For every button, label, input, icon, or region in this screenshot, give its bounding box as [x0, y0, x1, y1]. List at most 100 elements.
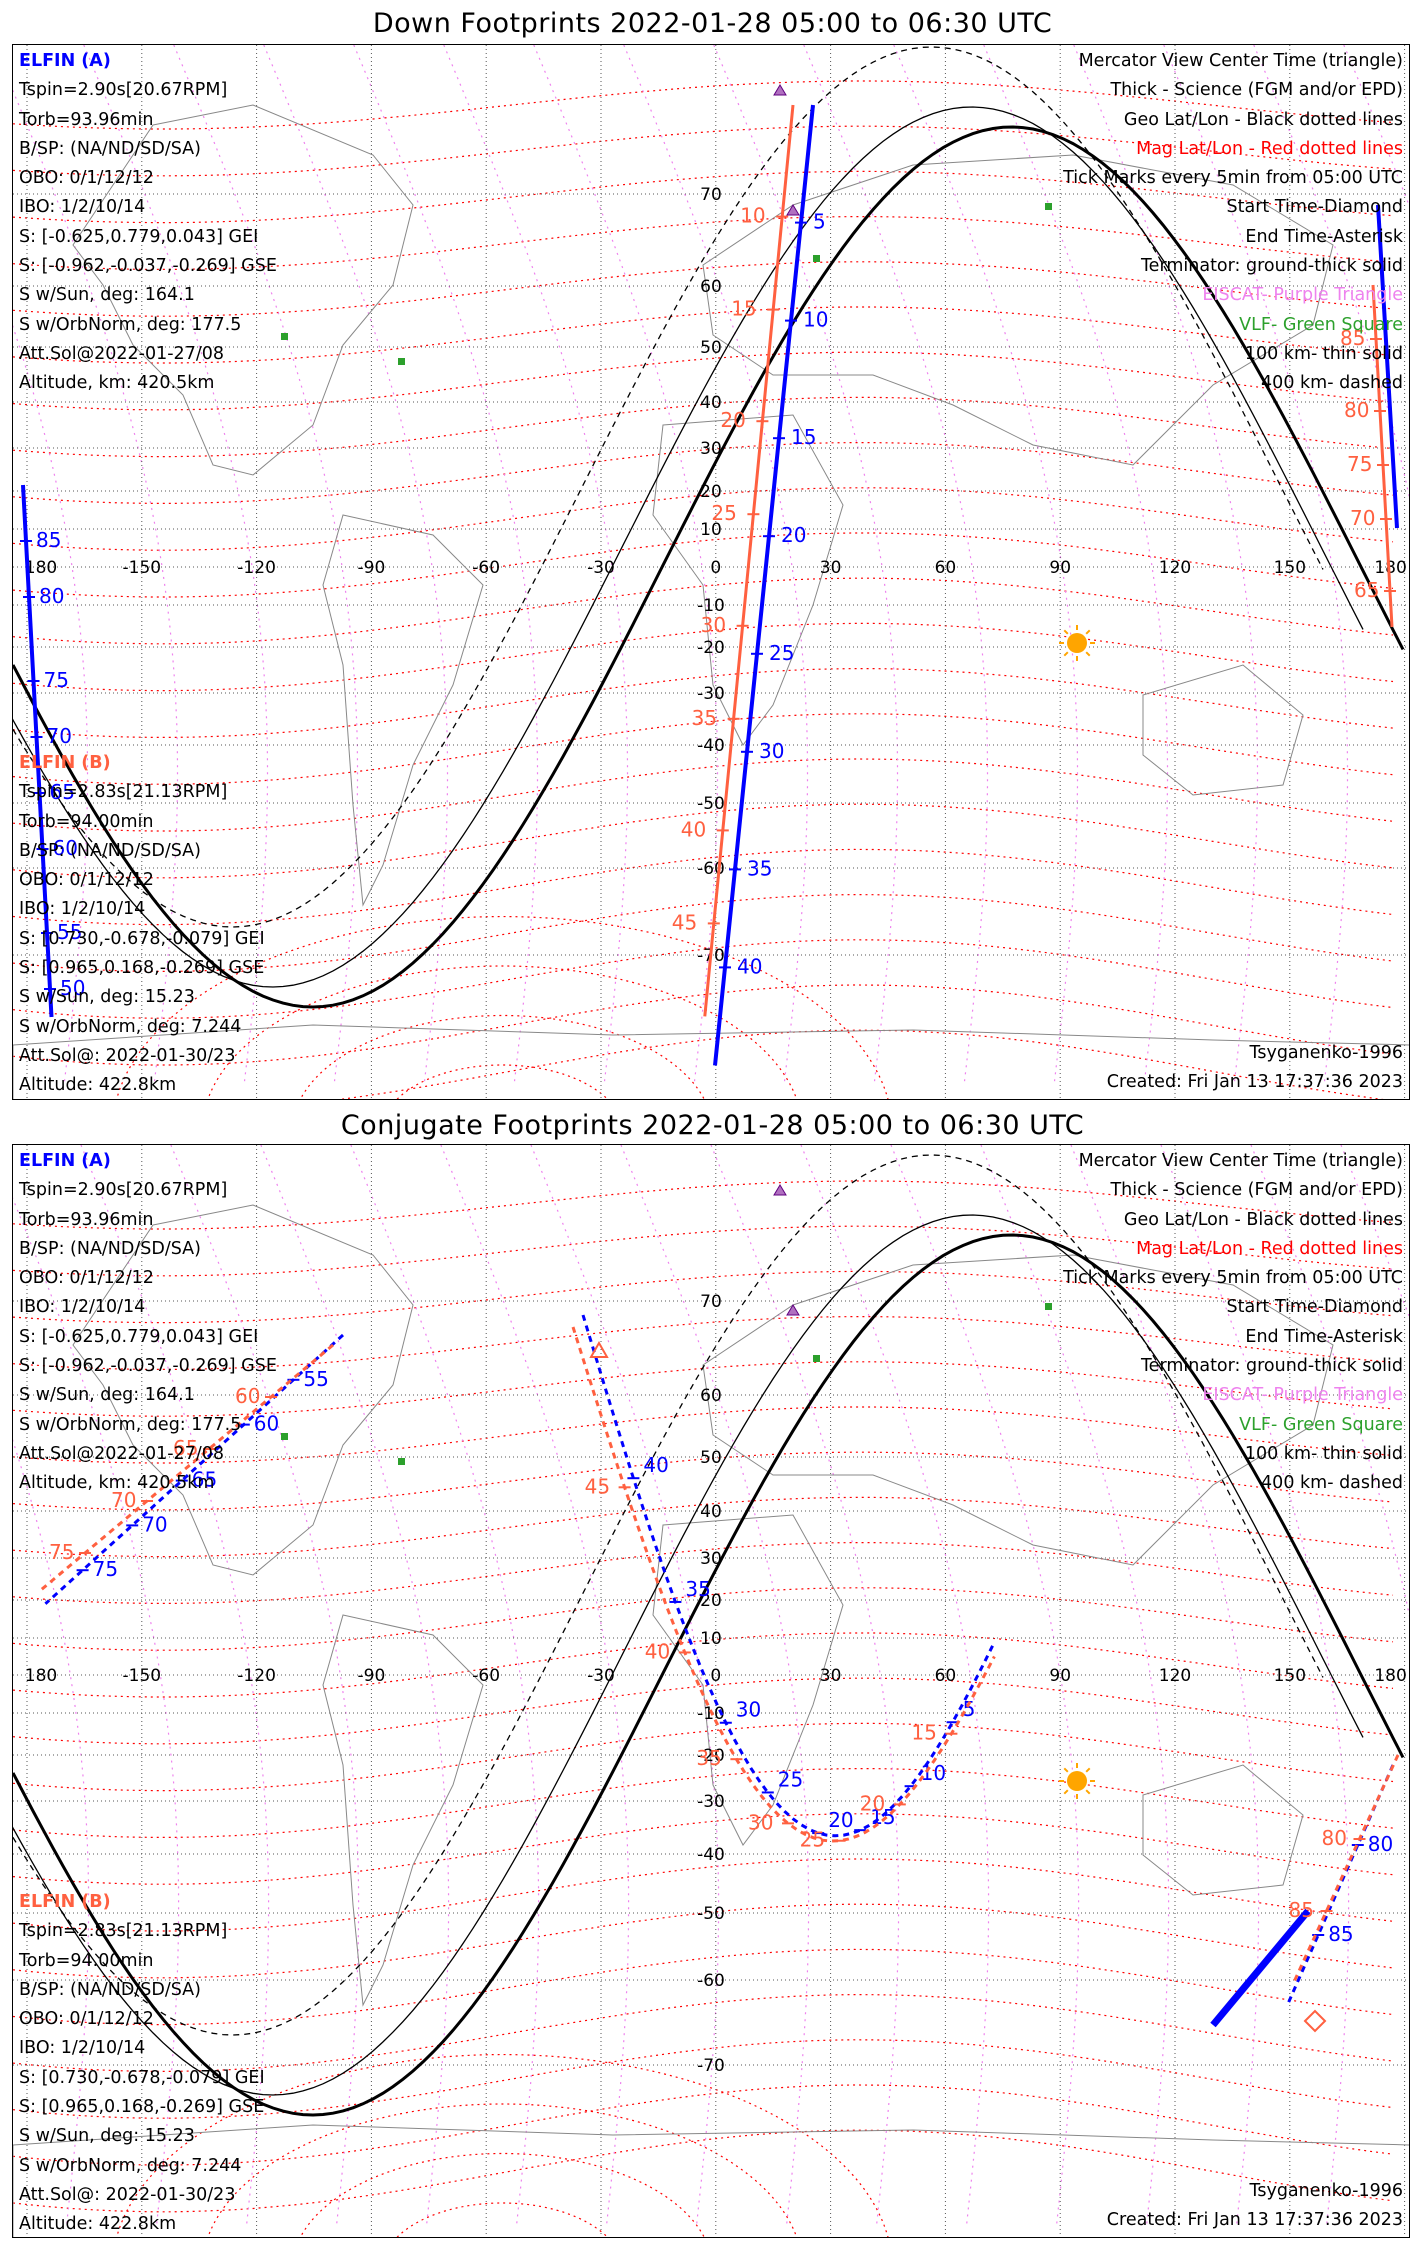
- lat-tick-label: 70: [700, 1292, 722, 1312]
- track-tick-label: 80: [1322, 1826, 1347, 1850]
- elfin-a-track: [21, 484, 54, 1018]
- mag-lon-line: [1070, 1145, 1260, 2226]
- legend-item: VLF- Green Square: [1239, 1414, 1403, 1435]
- elfin-b-line: Att.Sol@: 2022-01-30/23: [19, 2184, 236, 2205]
- mag-lon-line: [1073, 45, 1259, 1086]
- track-tick-label: 85: [36, 528, 61, 552]
- lat-tick-label: -60: [697, 1971, 725, 1991]
- mag-lon-line: [80, 1145, 270, 2226]
- track-tick-label: 40: [645, 1639, 670, 1663]
- lat-tick-label: -20: [697, 1746, 725, 1766]
- lat-tick-label: -10: [697, 596, 725, 616]
- orbit-100km-line: [13, 106, 1364, 988]
- track-tick-label: 70: [1350, 506, 1375, 530]
- track-tick-label: 45: [672, 910, 697, 934]
- coastline: [1142, 664, 1304, 796]
- lon-tick-label: 150: [1274, 1666, 1306, 1686]
- green-square-icon: [398, 358, 405, 365]
- elfin-a-line: Torb=93.96min: [19, 1209, 154, 1230]
- mag-polar-arc: [207, 2103, 798, 2237]
- track-tick-label: 25: [711, 501, 736, 525]
- track-tick-label: 85: [1289, 1898, 1314, 1922]
- elfin-b-header: ELFIN (B): [19, 753, 111, 773]
- elfin-b-line: IBO: 1/2/10/14: [19, 2038, 146, 2059]
- map-canvas: 180 -150 -120 -90 -60 -30 0 30 60 90 120 150 180 70 60…: [13, 45, 1409, 1099]
- elfin-a-line: S: [-0.625,0.779,0.043] GEI: [19, 226, 259, 247]
- track-tick-label: 65: [173, 1436, 198, 1460]
- mag-lon-line: [623, 45, 809, 1086]
- elfin-a-line: IBO: 1/2/10/14: [19, 197, 146, 218]
- map-canvas: 180 -150 -120 -90 -60 -30 0 30 60 90 120 150 180 70 60…: [13, 1145, 1409, 2237]
- elfin-b-info: ELFIN (B) Tspin=2.83s[21.13RPM] Torb=94.…: [19, 749, 265, 1099]
- elfin-b-line: Torb=94.00min: [19, 811, 154, 832]
- elfin-a-line: Torb=93.96min: [19, 109, 154, 130]
- elfin-a-line: S w/OrbNorm, deg: 177.5: [19, 1414, 242, 1435]
- lat-tick-label: 40: [700, 1502, 722, 1522]
- conjugate-footprints-panel: Conjugate Footprints 2022-01-28 05:00 to…: [0, 1110, 1425, 2250]
- track-tick-label: 60: [53, 836, 78, 860]
- elfin-a-header: ELFIN (A): [19, 1151, 111, 1171]
- green-square-icon: [281, 1433, 288, 1440]
- track-tick-label: 55: [303, 1367, 328, 1391]
- lat-tick-label: -50: [697, 794, 725, 814]
- track-tick-label: 70: [47, 724, 72, 748]
- track-tick-label: 30: [759, 739, 784, 763]
- orbit-400km-line: [13, 46, 1324, 928]
- mag-lon-line: [890, 1145, 1080, 2226]
- legend-item: Mag Lat/Lon - Red dotted lines: [1136, 1238, 1403, 1259]
- lon-tick-label: -60: [472, 1666, 500, 1686]
- legend-item: 400 km- dashed: [1261, 1473, 1403, 1494]
- lon-tick-label: -120: [237, 1666, 276, 1686]
- model-label: Tsyganenko-1996: [1249, 2181, 1403, 2201]
- lon-tick-label: 60: [935, 1666, 957, 1686]
- track-tick-label: 25: [769, 641, 794, 665]
- mag-lat-line: [13, 1406, 1394, 1464]
- lon-tick-label: 0: [710, 558, 721, 578]
- mag-lat-line: [13, 261, 1394, 317]
- track-tick-label: 40: [681, 817, 706, 841]
- lon-tick-label: -150: [123, 558, 162, 578]
- legend-item: Geo Lat/Lon - Black dotted lines: [1123, 109, 1403, 130]
- mag-polar-arc: [396, 1064, 609, 1099]
- green-square-icon: [813, 1355, 820, 1362]
- mag-lon-line: [983, 45, 1169, 1086]
- track-tick-label: 80: [1344, 398, 1369, 422]
- legend: Mercator View Center Time (triangle) Thi…: [1063, 1147, 1403, 1499]
- mag-lon-line: [13, 1197, 180, 2226]
- lat-tick-label: -40: [697, 736, 725, 756]
- elfin-b-line: S: [0.730,-0.678,-0.079] GEI: [19, 928, 265, 949]
- purple-triangle-icon: [786, 204, 800, 216]
- lat-tick-label: -30: [697, 1792, 725, 1812]
- legend-item: Thick - Science (FGM and/or EPD): [1110, 80, 1403, 101]
- lon-tick-label: 90: [1049, 558, 1071, 578]
- coastline: [13, 1024, 1409, 1099]
- lon-tick-label: -90: [358, 1666, 386, 1686]
- sun-icon: [1067, 1771, 1087, 1791]
- elfin-a-info: ELFIN (A) Tspin=2.90s[20.67RPM] Torb=93.…: [19, 47, 277, 399]
- mag-lon-line: [710, 1145, 900, 2226]
- mag-lat-line: [13, 170, 1394, 224]
- legend-item: Mercator View Center Time (triangle): [1078, 51, 1403, 71]
- track-tick-label: 30: [701, 613, 726, 637]
- elfin-a-line: Tspin=2.90s[20.67RPM]: [19, 1180, 228, 1201]
- elfin-a-science-segment: [1210, 1908, 1311, 2028]
- coastline: [652, 1514, 844, 1846]
- legend: Mercator View Center Time (triangle) Thi…: [1063, 47, 1403, 399]
- lon-tick-label: 60: [935, 558, 957, 578]
- mag-lon-line: [530, 1145, 720, 2226]
- mag-lon-line: [13, 89, 179, 1086]
- lon-tick-label: 120: [1159, 558, 1191, 578]
- lon-tick-label: 0: [710, 1666, 721, 1686]
- purple-triangle-icon: [773, 84, 787, 96]
- track-tick-label: 45: [585, 1474, 610, 1498]
- elfin-a-line: OBO: 0/1/12/12: [19, 168, 154, 189]
- orbit-400km-line: [13, 1154, 1324, 2036]
- track-tick-label: 60: [235, 1384, 260, 1408]
- legend-item: Mag Lat/Lon - Red dotted lines: [1136, 138, 1403, 159]
- elfin-a-line: Att.Sol@2022-01-27/08: [19, 1443, 224, 1464]
- track-tick-label: 60: [254, 1412, 279, 1436]
- track-tick-label: 75: [1347, 452, 1372, 476]
- elfin-b-line: S w/Sun, deg: 15.23: [19, 2126, 195, 2147]
- elfin-b-line: S w/Sun, deg: 15.23: [19, 987, 195, 1008]
- mag-lon-line: [440, 1145, 630, 2226]
